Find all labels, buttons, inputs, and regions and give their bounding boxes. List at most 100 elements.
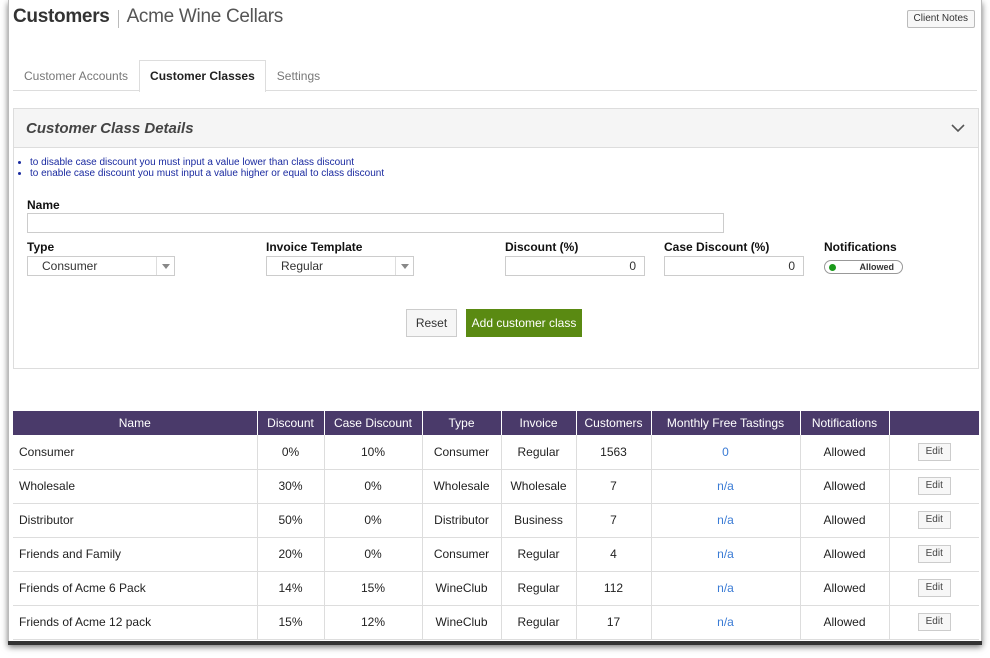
add-customer-class-button[interactable]: Add customer class xyxy=(466,309,582,337)
case-discount-label: Case Discount (%) xyxy=(664,240,770,254)
type-cell: Distributor xyxy=(422,503,502,538)
table-header-row: Name Discount Case Discount Type Invoice… xyxy=(13,411,979,435)
type-select-value: Consumer xyxy=(42,259,98,273)
monthly-free-tastings-link[interactable]: n/a xyxy=(717,615,734,629)
name-input[interactable] xyxy=(27,213,724,233)
type-label: Type xyxy=(27,240,55,254)
class-name-cell: Friends of Acme 12 pack xyxy=(13,605,258,640)
notifications-cell: Allowed xyxy=(800,503,890,538)
case-discount-cell: 15% xyxy=(324,571,423,606)
notifications-toggle-label: Allowed xyxy=(859,262,894,272)
customers-cell: 7 xyxy=(576,503,652,538)
edit-button[interactable]: Edit xyxy=(917,579,951,597)
monthly-free-tastings-link[interactable]: n/a xyxy=(717,547,734,561)
customers-cell: 7 xyxy=(576,469,652,504)
tab-customer-classes[interactable]: Customer Classes xyxy=(139,60,266,92)
chevron-down-icon[interactable] xyxy=(950,120,966,136)
column-header[interactable]: Customers xyxy=(576,411,652,435)
type-cell: Consumer xyxy=(422,435,502,470)
invoice-template-select[interactable]: Regular xyxy=(266,256,414,276)
column-header[interactable]: Case Discount xyxy=(324,411,423,435)
tab-customer-accounts[interactable]: Customer Accounts xyxy=(24,69,129,83)
column-header[interactable]: Discount xyxy=(257,411,325,435)
column-header xyxy=(889,411,979,435)
name-label: Name xyxy=(27,198,60,212)
help-note: to enable case discount you must input a… xyxy=(30,168,384,179)
notifications-cell: Allowed xyxy=(800,435,890,470)
monthly-free-tastings-link[interactable]: n/a xyxy=(717,479,734,493)
type-select[interactable]: Consumer xyxy=(27,256,175,276)
edit-button[interactable]: Edit xyxy=(917,477,951,495)
edit-button[interactable]: Edit xyxy=(917,545,951,563)
invoice-template-value: Regular xyxy=(281,259,324,273)
table-row: Distributor 50% 0% Distributor Business … xyxy=(13,503,979,538)
panel-title: Customer Class Details xyxy=(26,120,194,137)
tab-bar: Customer Accounts Customer Classes Setti… xyxy=(13,60,977,92)
column-header[interactable]: Monthly Free Tastings xyxy=(651,411,801,435)
type-cell: WineClub xyxy=(422,571,502,606)
window-bottom-edge xyxy=(8,641,982,645)
discount-cell: 30% xyxy=(257,469,325,504)
case-discount-cell: 0% xyxy=(324,537,423,572)
notifications-label: Notifications xyxy=(824,240,897,254)
customers-cell: 1563 xyxy=(576,435,652,470)
notifications-cell: Allowed xyxy=(800,571,890,606)
class-name-cell: Consumer xyxy=(13,435,258,470)
class-name-cell: Friends and Family xyxy=(13,537,258,572)
invoice-cell: Regular xyxy=(501,571,577,606)
case-discount-cell: 0% xyxy=(324,469,423,504)
type-cell: Consumer xyxy=(422,537,502,572)
case-discount-cell: 0% xyxy=(324,503,423,538)
column-header[interactable]: Type xyxy=(422,411,502,435)
discount-cell: 50% xyxy=(257,503,325,538)
class-name-cell: Friends of Acme 6 Pack xyxy=(13,571,258,606)
monthly-free-tastings-link[interactable]: 0 xyxy=(722,444,729,459)
table-row: Friends of Acme 12 pack 15% 12% WineClub… xyxy=(13,605,979,640)
edit-button[interactable]: Edit xyxy=(917,442,951,461)
case-discount-cell: 10% xyxy=(324,435,423,470)
monthly-free-tastings-link[interactable]: n/a xyxy=(717,581,734,595)
dropdown-arrow-icon xyxy=(156,257,174,275)
panel-header[interactable]: Customer Class Details xyxy=(14,109,978,148)
customers-cell: 112 xyxy=(576,571,652,606)
client-notes-button[interactable]: Client Notes xyxy=(906,10,975,28)
help-notes: to disable case discount you must input … xyxy=(20,157,384,179)
customers-cell: 17 xyxy=(576,605,652,640)
title-separator xyxy=(117,10,119,28)
invoice-cell: Regular xyxy=(501,537,577,572)
column-header[interactable]: Invoice xyxy=(501,411,577,435)
customer-classes-table: Name Discount Case Discount Type Invoice… xyxy=(13,411,979,640)
edit-button[interactable]: Edit xyxy=(917,613,951,631)
table-row: Wholesale 30% 0% Wholesale Wholesale 7 n… xyxy=(13,469,979,504)
company-name: Acme Wine Cellars xyxy=(126,6,284,27)
monthly-free-tastings-link[interactable]: n/a xyxy=(717,513,734,527)
column-header[interactable]: Notifications xyxy=(800,411,890,435)
app-window: Customers Acme Wine Cellars Client Notes… xyxy=(8,0,982,644)
class-name-cell: Wholesale xyxy=(13,469,258,504)
discount-cell: 0% xyxy=(257,435,325,470)
case-discount-input[interactable]: 0 xyxy=(664,256,804,276)
discount-cell: 15% xyxy=(257,605,325,640)
type-cell: WineClub xyxy=(422,605,502,640)
discount-cell: 20% xyxy=(257,537,325,572)
edit-button[interactable]: Edit xyxy=(917,511,951,529)
dropdown-arrow-icon xyxy=(395,257,413,275)
column-header[interactable]: Name xyxy=(13,411,258,435)
notifications-cell: Allowed xyxy=(800,537,890,572)
notifications-cell: Allowed xyxy=(800,605,890,640)
discount-input[interactable]: 0 xyxy=(505,256,645,276)
type-cell: Wholesale xyxy=(422,469,502,504)
page-title: Customers xyxy=(13,6,110,27)
invoice-cell: Regular xyxy=(501,605,577,640)
invoice-template-label: Invoice Template xyxy=(266,240,363,254)
notifications-cell: Allowed xyxy=(800,469,890,504)
tab-settings[interactable]: Settings xyxy=(276,69,321,83)
table-row: Friends of Acme 6 Pack 14% 15% WineClub … xyxy=(13,571,979,606)
notifications-toggle[interactable]: Allowed xyxy=(824,260,903,274)
discount-cell: 14% xyxy=(257,571,325,606)
reset-button[interactable]: Reset xyxy=(406,309,457,337)
help-note: to disable case discount you must input … xyxy=(30,157,384,168)
page-header: Customers Acme Wine Cellars xyxy=(13,6,283,32)
invoice-cell: Wholesale xyxy=(501,469,577,504)
toggle-on-indicator xyxy=(829,264,836,271)
